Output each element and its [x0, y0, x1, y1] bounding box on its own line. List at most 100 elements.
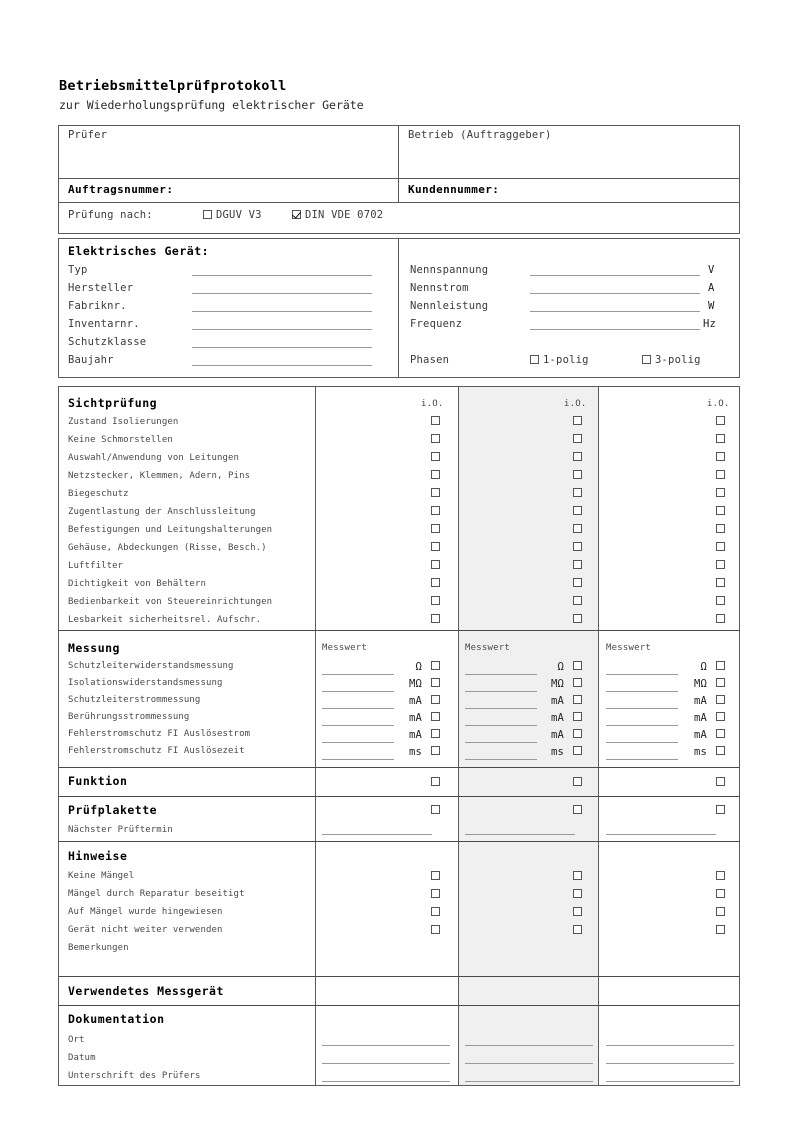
visual-item-7-checkbox-col2[interactable]: [573, 542, 582, 551]
notes-item-3-checkbox-col1[interactable]: [431, 925, 440, 934]
visual-item-3-checkbox-col2[interactable]: [573, 470, 582, 479]
documentation-ort-line-col2[interactable]: [465, 1045, 593, 1046]
measurement-row-3-checkbox-col2[interactable]: [573, 712, 582, 721]
visual-item-5-checkbox-col3[interactable]: [716, 506, 725, 515]
visual-item-4-checkbox-col3[interactable]: [716, 488, 725, 497]
visual-item-1-checkbox-col2[interactable]: [573, 434, 582, 443]
measurement-row-2-checkbox-col2[interactable]: [573, 695, 582, 704]
test-badge-checkbox-col2[interactable]: [573, 805, 582, 814]
visual-item-4-checkbox-col2[interactable]: [573, 488, 582, 497]
notes-item-1-checkbox-col3[interactable]: [716, 889, 725, 898]
visual-item-5-checkbox-col2[interactable]: [573, 506, 582, 515]
measurement-row-5-value-col3[interactable]: [606, 759, 678, 760]
notes-item-2-checkbox-col1[interactable]: [431, 907, 440, 916]
measurement-row-5-value-col2[interactable]: [465, 759, 537, 760]
device-field-frequenz-line[interactable]: [530, 329, 700, 330]
measurement-row-3-checkbox-col1[interactable]: [431, 712, 440, 721]
measurement-row-4-value-col2[interactable]: [465, 742, 537, 743]
measurement-row-2-checkbox-col3[interactable]: [716, 695, 725, 704]
notes-item-0-checkbox-col1[interactable]: [431, 871, 440, 880]
visual-item-1-checkbox-col3[interactable]: [716, 434, 725, 443]
visual-item-0-checkbox-col2[interactable]: [573, 416, 582, 425]
visual-item-9-checkbox-col2[interactable]: [573, 578, 582, 587]
documentation-datum-line-col3[interactable]: [606, 1063, 734, 1064]
notes-item-2-checkbox-col2[interactable]: [573, 907, 582, 916]
measurement-row-3-checkbox-col3[interactable]: [716, 712, 725, 721]
measurement-row-2-value-col3[interactable]: [606, 708, 678, 709]
function-checkbox-col1[interactable]: [431, 777, 440, 786]
visual-item-10-checkbox-col1[interactable]: [431, 596, 440, 605]
measurement-row-4-value-col1[interactable]: [322, 742, 394, 743]
notes-item-0-checkbox-col2[interactable]: [573, 871, 582, 880]
documentation-ort-line-col3[interactable]: [606, 1045, 734, 1046]
documentation-ort-line-col1[interactable]: [322, 1045, 450, 1046]
measurement-row-3-value-col2[interactable]: [465, 725, 537, 726]
phase-option-1-polig[interactable]: 1-polig: [530, 354, 589, 366]
norm-option-dguv[interactable]: DGUV V3: [203, 209, 262, 221]
test-badge-checkbox-col1[interactable]: [431, 805, 440, 814]
measurement-row-0-value-col1[interactable]: [322, 674, 394, 675]
measurement-row-0-value-col3[interactable]: [606, 674, 678, 675]
visual-item-6-checkbox-col1[interactable]: [431, 524, 440, 533]
visual-item-7-checkbox-col3[interactable]: [716, 542, 725, 551]
device-field-schutzklasse-line[interactable]: [192, 347, 372, 348]
visual-item-0-checkbox-col1[interactable]: [431, 416, 440, 425]
visual-item-2-checkbox-col2[interactable]: [573, 452, 582, 461]
notes-item-0-checkbox-col3[interactable]: [716, 871, 725, 880]
measurement-row-4-checkbox-col2[interactable]: [573, 729, 582, 738]
notes-item-1-checkbox-col2[interactable]: [573, 889, 582, 898]
measurement-row-5-checkbox-col1[interactable]: [431, 746, 440, 755]
visual-item-6-checkbox-col3[interactable]: [716, 524, 725, 533]
visual-item-8-checkbox-col2[interactable]: [573, 560, 582, 569]
device-field-hersteller-line[interactable]: [192, 293, 372, 294]
phase-1-polig-checkbox[interactable]: [530, 355, 539, 364]
device-field-typ-line[interactable]: [192, 275, 372, 276]
next-test-date-line-col1[interactable]: [322, 834, 432, 835]
visual-item-4-checkbox-col1[interactable]: [431, 488, 440, 497]
measurement-row-4-checkbox-col1[interactable]: [431, 729, 440, 738]
measurement-row-2-checkbox-col1[interactable]: [431, 695, 440, 704]
visual-item-9-checkbox-col1[interactable]: [431, 578, 440, 587]
visual-item-10-checkbox-col3[interactable]: [716, 596, 725, 605]
measurement-row-0-checkbox-col1[interactable]: [431, 661, 440, 670]
measurement-row-2-value-col1[interactable]: [322, 708, 394, 709]
measurement-row-1-checkbox-col3[interactable]: [716, 678, 725, 687]
documentation-datum-line-col2[interactable]: [465, 1063, 593, 1064]
visual-item-11-checkbox-col2[interactable]: [573, 614, 582, 623]
measurement-row-0-value-col2[interactable]: [465, 674, 537, 675]
phase-option-3-polig[interactable]: 3-polig: [642, 354, 701, 366]
visual-item-11-checkbox-col3[interactable]: [716, 614, 725, 623]
documentation-unterschrift-line-col3[interactable]: [606, 1081, 734, 1082]
visual-item-7-checkbox-col1[interactable]: [431, 542, 440, 551]
test-badge-checkbox-col3[interactable]: [716, 805, 725, 814]
documentation-unterschrift-line-col1[interactable]: [322, 1081, 450, 1082]
visual-item-11-checkbox-col1[interactable]: [431, 614, 440, 623]
device-field-baujahr-line[interactable]: [192, 365, 372, 366]
measurement-row-1-checkbox-col1[interactable]: [431, 678, 440, 687]
measurement-row-1-checkbox-col2[interactable]: [573, 678, 582, 687]
visual-item-3-checkbox-col3[interactable]: [716, 470, 725, 479]
measurement-row-1-value-col3[interactable]: [606, 691, 678, 692]
notes-item-1-checkbox-col1[interactable]: [431, 889, 440, 898]
device-field-fabriknr-line[interactable]: [192, 311, 372, 312]
measurement-row-1-value-col2[interactable]: [465, 691, 537, 692]
measurement-row-5-checkbox-col3[interactable]: [716, 746, 725, 755]
visual-item-0-checkbox-col3[interactable]: [716, 416, 725, 425]
visual-item-10-checkbox-col2[interactable]: [573, 596, 582, 605]
notes-item-3-checkbox-col3[interactable]: [716, 925, 725, 934]
visual-item-9-checkbox-col3[interactable]: [716, 578, 725, 587]
visual-item-2-checkbox-col1[interactable]: [431, 452, 440, 461]
norm-option-din-vde[interactable]: DIN VDE 0702: [292, 209, 383, 221]
visual-item-8-checkbox-col3[interactable]: [716, 560, 725, 569]
visual-item-2-checkbox-col3[interactable]: [716, 452, 725, 461]
din-vde-0702-checkbox[interactable]: [292, 210, 301, 219]
measurement-row-0-checkbox-col3[interactable]: [716, 661, 725, 670]
phase-3-polig-checkbox[interactable]: [642, 355, 651, 364]
measurement-row-4-checkbox-col3[interactable]: [716, 729, 725, 738]
documentation-unterschrift-line-col2[interactable]: [465, 1081, 593, 1082]
measurement-row-0-checkbox-col2[interactable]: [573, 661, 582, 670]
dguv-v3-checkbox[interactable]: [203, 210, 212, 219]
notes-item-2-checkbox-col3[interactable]: [716, 907, 725, 916]
device-field-nennspannung-line[interactable]: [530, 275, 700, 276]
measurement-row-3-value-col1[interactable]: [322, 725, 394, 726]
